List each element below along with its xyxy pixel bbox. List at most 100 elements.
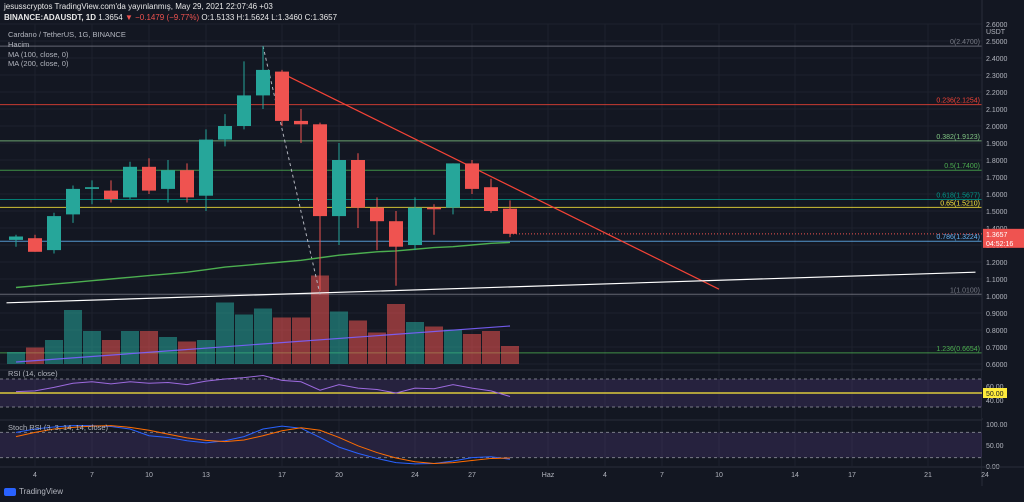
x-tick-label: 4	[603, 472, 607, 479]
candle[interactable]	[47, 212, 61, 254]
candle-body	[503, 208, 517, 234]
candle[interactable]	[446, 163, 460, 215]
candle[interactable]	[389, 211, 403, 286]
ticker-line: BINANCE:ADAUSDT, 1D 1.3654 ▼ −0.1479 (−9…	[4, 13, 337, 22]
y-tick-label: 2.1000	[986, 107, 1008, 114]
y-tick-label: 1.5000	[986, 209, 1008, 216]
y-tick-label: 0.8000	[986, 328, 1008, 335]
y-tick-label: 0.9000	[986, 311, 1008, 318]
y-tick-label: 1.6000	[986, 192, 1008, 199]
candle-body	[351, 160, 365, 208]
fib-label: 1(1.0100)	[950, 287, 980, 294]
candle-body	[465, 163, 479, 189]
candle-body	[256, 69, 270, 96]
volume-bar	[254, 308, 272, 364]
volume-bars	[7, 275, 519, 364]
volume-bar	[83, 331, 101, 364]
ma-line	[15, 241, 511, 289]
candle[interactable]	[408, 197, 422, 251]
fib-label: 0.236(2.1254)	[936, 98, 980, 105]
ma200-legend[interactable]: MA (200, close, 0)	[8, 59, 69, 68]
candle-body	[47, 216, 61, 251]
candle[interactable]	[218, 114, 232, 147]
volume-bar	[349, 320, 367, 364]
price-axis[interactable]: 2.6000 2.5000 2.4000 2.3000 2.2000 2.1000 2.00…	[510, 0, 1024, 486]
volume-bar	[330, 311, 348, 364]
y-tick-label: 0.6000	[986, 362, 1008, 369]
candles[interactable]	[9, 46, 517, 291]
y-tick-label: 2.2000	[986, 90, 1008, 97]
y-tick-label: 2.4000	[986, 56, 1008, 63]
candle[interactable]	[256, 46, 270, 109]
candle-body	[484, 187, 498, 211]
candle-body	[9, 236, 23, 240]
time-axis[interactable]: 4 7 10 13 17 20 24 27 Haz 4 7 10 14 17 21 24	[0, 466, 1024, 479]
candle-body	[161, 170, 175, 189]
candle[interactable]	[123, 161, 137, 200]
rsi-line	[15, 374, 511, 397]
candle[interactable]	[142, 158, 156, 194]
publish-info: jesusscryptos TradingView.com'da yayınla…	[4, 2, 273, 11]
tradingview-logo[interactable]: TradingView	[4, 487, 63, 496]
ma100-legend[interactable]: MA (100, close, 0)	[8, 50, 69, 59]
candle[interactable]	[465, 160, 479, 194]
candle[interactable]	[484, 178, 498, 213]
footer	[0, 486, 1024, 502]
candle[interactable]	[28, 234, 42, 252]
volume-bar	[140, 331, 158, 364]
x-tick-label: 7	[660, 472, 664, 479]
volume-bar	[197, 340, 215, 364]
chart-grid	[0, 23, 986, 466]
x-tick-label: 10	[145, 472, 153, 479]
candle-body	[66, 188, 80, 215]
candle[interactable]	[180, 163, 194, 203]
volume-bar	[178, 341, 196, 364]
candle[interactable]	[275, 69, 289, 126]
candle[interactable]	[294, 109, 308, 143]
candle[interactable]	[351, 153, 365, 228]
volume-bar	[273, 317, 291, 364]
candle[interactable]	[104, 180, 118, 203]
candle[interactable]	[9, 234, 23, 247]
fib-label: 0.382(1.9123)	[936, 134, 980, 141]
stoch-legend[interactable]: Stoch RSI (3, 3, 14, 14, close)	[8, 423, 109, 432]
y-tick-label: 1.7000	[986, 175, 1008, 182]
stoch-band	[0, 432, 982, 458]
ohlc-values: O:1.5133 H:1.5624 L:1.3460 C:1.3657	[201, 13, 338, 22]
countdown-label: 04:52:16	[986, 241, 1013, 248]
x-tick-label: 17	[278, 472, 286, 479]
x-tick-label: 14	[791, 472, 799, 479]
x-tick-label: 27	[468, 472, 476, 479]
volume-legend[interactable]: Hacim	[8, 40, 30, 49]
x-tick-label: 4	[33, 472, 37, 479]
candle[interactable]	[66, 185, 80, 223]
candle[interactable]	[332, 143, 346, 245]
candle[interactable]	[85, 180, 99, 205]
candle[interactable]	[503, 200, 517, 238]
volume-bar	[216, 302, 234, 364]
candle[interactable]	[161, 160, 175, 203]
candle[interactable]	[427, 204, 441, 235]
candle[interactable]	[237, 61, 251, 130]
candle[interactable]	[199, 129, 213, 211]
candle[interactable]	[313, 122, 327, 291]
candle-body	[294, 120, 308, 125]
candle-body	[104, 190, 118, 200]
tradingview-icon	[4, 487, 16, 496]
symbol-legend[interactable]: Cardano / TetherUS, 1G, BINANCE	[8, 30, 126, 39]
x-tick-label: Haz	[542, 472, 555, 479]
candle[interactable]	[370, 197, 384, 251]
volume-bar	[368, 332, 386, 364]
volume-bar	[463, 334, 481, 364]
candle-body	[408, 207, 422, 245]
volume-bar	[311, 275, 329, 364]
candle-body	[85, 187, 99, 189]
x-tick-label: 24	[411, 472, 419, 479]
change-value: ▼ −0.1479 (−9.77%)	[124, 13, 200, 22]
rsi-legend[interactable]: RSI (14, close)	[8, 369, 58, 378]
x-tick-label: 21	[924, 472, 932, 479]
candle-body	[237, 95, 251, 126]
